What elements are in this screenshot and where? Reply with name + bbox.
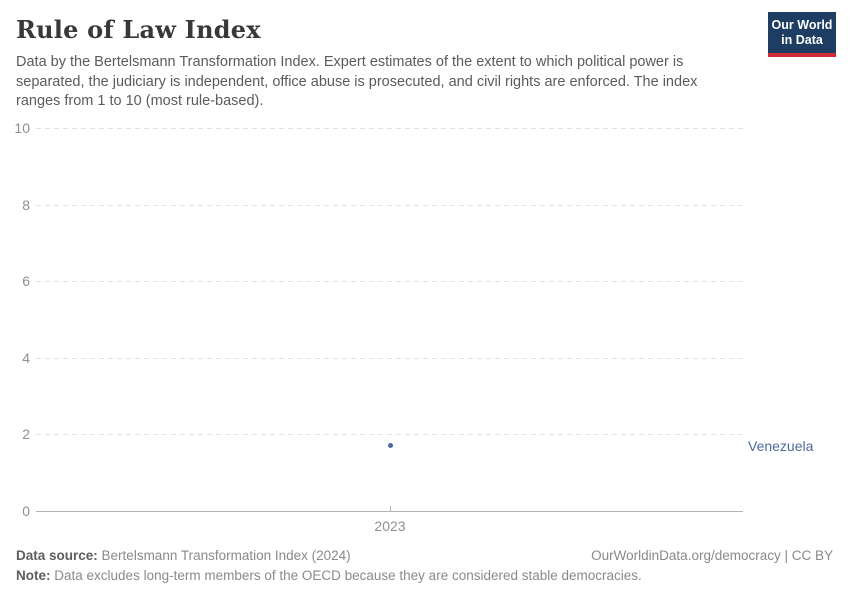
series-label-venezuela[interactable]: Venezuela	[748, 437, 814, 454]
y-axis-tick-label: 2	[22, 426, 30, 443]
owid-logo-line1: Our World	[771, 17, 833, 32]
x-axis-tick	[390, 506, 391, 511]
chart-subtitle: Data by the Bertelsmann Transformation I…	[16, 54, 698, 109]
y-axis-tick-label: 6	[22, 273, 30, 290]
x-axis-line	[36, 511, 743, 512]
data-point-venezuela[interactable]	[388, 443, 393, 449]
y-axis-tick-label: 4	[22, 349, 30, 366]
data-source-value: Bertelsmann Transformation Index (2024)	[101, 548, 351, 563]
y-gridline	[36, 204, 743, 206]
owid-logo[interactable]: Our World in Data	[768, 12, 836, 57]
attribution-link[interactable]: OurWorldinData.org/democracy | CC BY	[591, 548, 833, 563]
y-gridline	[36, 434, 743, 436]
y-axis-tick-label: 0	[22, 503, 30, 519]
y-axis-tick-label: 10	[14, 120, 30, 136]
y-gridline	[36, 281, 743, 283]
data-source-line: Data source: Bertelsmann Transformation …	[16, 548, 351, 563]
x-axis-tick-label: 2023	[374, 518, 406, 534]
y-gridline	[36, 128, 743, 129]
y-axis-tick-label: 8	[22, 196, 30, 213]
note-value: Data excludes long-term members of the O…	[54, 568, 642, 583]
chart-title: Rule of Law Index	[16, 15, 261, 44]
data-source-label: Data source:	[16, 548, 98, 563]
y-gridline	[36, 357, 743, 359]
note-line: Note: Data excludes long-term members of…	[16, 568, 642, 583]
note-label: Note:	[16, 568, 51, 583]
owid-logo-line2: in Data	[781, 32, 823, 47]
